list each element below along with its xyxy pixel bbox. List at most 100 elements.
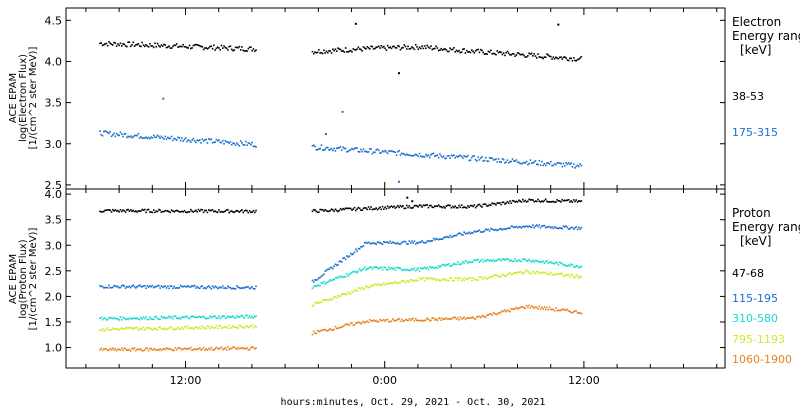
data-point xyxy=(502,310,505,313)
data-point xyxy=(516,52,519,54)
data-point xyxy=(172,287,174,290)
data-point xyxy=(213,286,215,289)
data-point xyxy=(337,294,339,297)
data-point xyxy=(108,329,110,332)
data-point xyxy=(141,318,144,320)
data-point xyxy=(363,206,366,209)
data-point xyxy=(575,59,578,62)
data-point xyxy=(228,142,230,145)
data-point xyxy=(178,317,181,319)
data-point xyxy=(195,141,197,144)
data-point xyxy=(547,226,550,228)
data-point xyxy=(238,211,241,213)
data-point xyxy=(230,210,233,212)
data-point xyxy=(237,327,239,329)
data-point xyxy=(131,285,133,287)
data-point xyxy=(362,320,365,323)
data-point xyxy=(210,209,213,212)
data-point xyxy=(535,259,538,262)
data-point xyxy=(407,45,409,48)
data-point xyxy=(348,324,351,327)
data-point xyxy=(371,152,374,155)
data-point xyxy=(510,160,513,163)
data-point xyxy=(229,141,232,143)
data-point xyxy=(181,326,183,329)
data-point xyxy=(418,204,421,206)
data-point xyxy=(473,230,476,232)
data-point xyxy=(442,155,445,158)
data-point xyxy=(416,279,418,281)
data-point xyxy=(434,205,436,207)
data-point xyxy=(155,45,158,48)
data-point xyxy=(507,202,510,204)
data-point xyxy=(402,240,404,243)
data-point xyxy=(255,49,257,52)
data-point xyxy=(519,271,522,273)
data-point xyxy=(369,48,371,50)
data-point xyxy=(195,209,197,212)
data-point xyxy=(321,208,324,211)
data-point xyxy=(453,154,455,156)
data-point xyxy=(510,308,513,310)
data-point xyxy=(570,162,572,164)
data-point xyxy=(248,210,251,212)
data-point xyxy=(315,51,318,54)
data-point xyxy=(329,209,332,212)
data-point xyxy=(220,327,223,329)
data-point xyxy=(439,238,441,240)
data-point xyxy=(479,48,482,51)
data-point xyxy=(529,272,532,275)
data-point xyxy=(329,148,332,151)
data-point xyxy=(117,328,119,330)
data-point xyxy=(106,318,109,321)
data-point xyxy=(346,293,348,296)
data-point xyxy=(205,287,207,290)
data-point xyxy=(437,49,440,52)
data-point xyxy=(120,347,123,350)
data-point xyxy=(483,259,486,262)
data-point xyxy=(186,327,188,330)
data-point xyxy=(400,279,403,282)
data-point xyxy=(188,139,191,142)
data-point xyxy=(543,56,546,58)
data-point xyxy=(543,224,546,227)
data-point xyxy=(546,226,548,229)
data-point xyxy=(495,259,497,262)
data-point xyxy=(214,49,216,51)
data-point xyxy=(496,259,499,262)
data-point xyxy=(564,165,566,167)
data-point xyxy=(569,227,571,230)
data-point xyxy=(165,287,168,289)
data-point xyxy=(491,260,493,263)
data-point xyxy=(399,243,402,245)
data-point xyxy=(449,47,451,49)
data-point xyxy=(473,317,476,320)
data-point xyxy=(324,148,327,151)
data-point xyxy=(207,325,210,328)
data-point xyxy=(358,48,361,50)
data-point xyxy=(463,206,465,208)
data-point xyxy=(338,275,341,278)
data-point xyxy=(370,284,372,287)
data-point xyxy=(210,287,213,290)
data-point xyxy=(393,267,395,269)
data-point xyxy=(398,149,400,152)
data-point xyxy=(366,267,369,270)
data-point xyxy=(110,211,113,213)
data-point xyxy=(399,48,402,51)
data-point xyxy=(170,135,173,138)
data-point xyxy=(124,133,127,135)
data-point xyxy=(564,264,566,266)
data-point xyxy=(510,225,513,228)
data-point xyxy=(170,326,173,329)
data-point xyxy=(349,252,352,255)
outlier-point xyxy=(341,110,344,113)
data-point xyxy=(233,142,236,145)
data-point xyxy=(574,167,576,169)
data-point xyxy=(164,44,167,46)
data-point xyxy=(377,45,380,48)
data-point xyxy=(427,239,430,242)
data-point xyxy=(229,45,232,48)
data-point xyxy=(120,133,123,135)
data-point xyxy=(549,227,552,229)
